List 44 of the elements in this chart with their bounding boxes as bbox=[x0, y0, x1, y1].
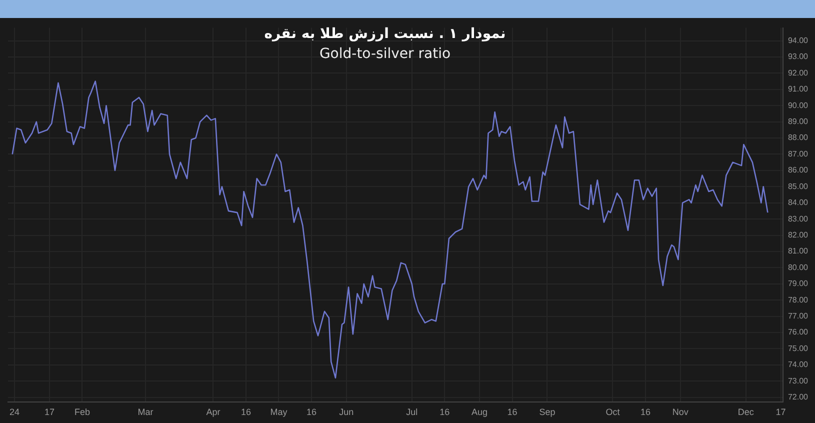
y-tick-label: 76.00 bbox=[788, 328, 809, 337]
x-tick-label: Apr bbox=[206, 407, 220, 418]
y-tick-label: 72.00 bbox=[788, 392, 809, 402]
y-tick-label: 94.00 bbox=[788, 36, 809, 45]
y-tick-label: 88.00 bbox=[788, 133, 809, 142]
x-tick-label: Feb bbox=[74, 407, 90, 418]
x-tick-label: 24 bbox=[10, 407, 20, 418]
x-tick-label: Nov bbox=[672, 407, 689, 418]
x-tick-label: 16 bbox=[640, 407, 650, 418]
x-tick-label: 16 bbox=[240, 407, 251, 418]
y-tick-label: 77.00 bbox=[788, 312, 809, 320]
x-tick-label: Aug bbox=[472, 407, 488, 418]
x-tick-label: 16 bbox=[440, 407, 450, 418]
x-tick-label: 16 bbox=[306, 407, 316, 418]
text: Gold-to-silver ratio bbox=[318, 46, 452, 62]
x-tick-label: 17 bbox=[776, 407, 786, 418]
chart-title: نمودار ۱ . نسبت ارزش طلا به نقره bbox=[263, 26, 507, 42]
x-tick-label: May bbox=[270, 407, 288, 418]
y-tick-label: 81.00 bbox=[788, 246, 809, 256]
y-tick-label: 73.00 bbox=[788, 376, 809, 386]
x-tick-label: Sep bbox=[539, 407, 556, 418]
y-tick-label: 78.00 bbox=[788, 295, 809, 304]
y-tick-label: 89.00 bbox=[788, 117, 809, 126]
x-tick-label: Jun bbox=[339, 407, 354, 418]
y-tick-label: 75.00 bbox=[788, 344, 809, 353]
y-tick-label: 87.00 bbox=[788, 149, 809, 158]
y-tick-label: 80.00 bbox=[788, 262, 809, 272]
y-tick-label: 74.00 bbox=[788, 360, 809, 370]
y-tick-label: 91.00 bbox=[788, 84, 809, 94]
y-tick-label: 84.00 bbox=[788, 198, 809, 208]
y-tick-label: 93.00 bbox=[788, 52, 809, 62]
x-tick-label: 17 bbox=[44, 407, 54, 418]
y-tick-label: 92.00 bbox=[788, 68, 809, 78]
y-tick-label: 79.00 bbox=[788, 279, 809, 288]
y-tick-label: 83.00 bbox=[788, 214, 809, 224]
x-tick-label: Oct bbox=[606, 407, 620, 418]
x-tick-label: 16 bbox=[507, 407, 518, 418]
y-tick-label: 85.00 bbox=[788, 182, 809, 191]
y-tick-label: 82.00 bbox=[788, 230, 809, 240]
y-tick-label: 86.00 bbox=[788, 166, 809, 175]
x-tick-label: Jul bbox=[406, 407, 418, 418]
x-tick-label: Mar bbox=[138, 407, 154, 418]
y-tick-label: 90.00 bbox=[788, 100, 809, 110]
x-tick-label: Dec bbox=[738, 407, 754, 418]
